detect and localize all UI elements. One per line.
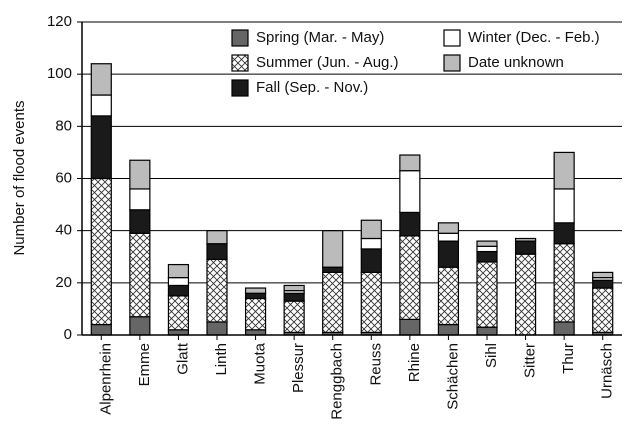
x-tick-label: Linth bbox=[213, 343, 230, 376]
bar-segment bbox=[244, 329, 267, 336]
bar-segment bbox=[244, 287, 267, 294]
legend-label: Winter (Dec. - Feb.) bbox=[468, 29, 600, 46]
x-tick-label: Alpenrhein bbox=[97, 343, 114, 415]
bar-segment bbox=[437, 323, 460, 336]
x-tick-label: Plessur bbox=[290, 343, 307, 393]
bar-segment bbox=[322, 266, 344, 273]
bar-segment bbox=[283, 284, 305, 292]
bar-segment bbox=[90, 177, 112, 326]
bar-segment bbox=[206, 258, 228, 323]
bar-segment bbox=[553, 188, 575, 224]
bar-segment bbox=[476, 250, 498, 263]
bar-segment bbox=[167, 277, 190, 287]
bar-segment bbox=[90, 115, 112, 180]
bar-segment bbox=[90, 323, 112, 336]
bar-segment bbox=[360, 248, 382, 274]
legend-swatch bbox=[231, 79, 249, 97]
x-tick-label: Glatt bbox=[174, 342, 191, 375]
y-tick-label: 0 bbox=[64, 326, 72, 343]
bar-segment bbox=[553, 243, 575, 323]
bar-segment bbox=[553, 151, 575, 190]
bar-segment bbox=[283, 292, 305, 302]
y-tick-label: 40 bbox=[55, 222, 72, 239]
bar-segment bbox=[129, 188, 151, 211]
legend-swatch bbox=[231, 54, 249, 72]
x-tick-label: Schächen bbox=[444, 343, 461, 410]
x-tick-label: Reuss bbox=[367, 343, 384, 386]
bar-segment bbox=[399, 170, 421, 214]
x-tick-label: Muota bbox=[252, 342, 269, 384]
bar-segment bbox=[167, 284, 190, 297]
legend-label: Spring (Mar. - May) bbox=[256, 29, 384, 46]
bar-segment bbox=[322, 230, 344, 268]
bar-segment bbox=[592, 279, 614, 289]
bar-segment bbox=[129, 316, 151, 336]
x-tick-label: Sitter bbox=[522, 343, 539, 378]
bar-segment bbox=[129, 209, 151, 234]
bar-segment bbox=[476, 261, 498, 328]
legend-label: Summer (Jun. - Aug.) bbox=[256, 54, 399, 71]
bar-segment bbox=[553, 222, 575, 245]
y-tick-label: 20 bbox=[55, 274, 72, 291]
bar-segment bbox=[399, 154, 421, 172]
legend-swatch bbox=[231, 29, 249, 47]
bar-segment bbox=[244, 297, 267, 331]
y-tick-label: 60 bbox=[55, 169, 72, 186]
bar-segment bbox=[129, 159, 151, 190]
bar-segment bbox=[360, 237, 382, 250]
bar-segment bbox=[514, 240, 537, 255]
x-tick-label: Renggbach bbox=[329, 343, 346, 420]
bar-segment bbox=[360, 219, 382, 240]
y-tick-label: 80 bbox=[55, 117, 72, 134]
bar-segment bbox=[592, 287, 614, 333]
bar-segment bbox=[129, 232, 151, 318]
bar-segment bbox=[167, 263, 190, 279]
y-tick-label: 100 bbox=[47, 65, 72, 82]
bar-segment bbox=[514, 237, 537, 242]
bar-segment bbox=[437, 266, 460, 326]
bar-segment bbox=[167, 329, 190, 336]
y-tick-label: 120 bbox=[47, 13, 72, 30]
bar-segment bbox=[514, 253, 537, 336]
x-tick-label: Urnäsch bbox=[599, 343, 616, 399]
bar-segment bbox=[206, 321, 228, 336]
legend-label: Date unknown bbox=[468, 54, 564, 71]
bar-segment bbox=[322, 271, 344, 333]
bar-segment bbox=[437, 222, 460, 234]
x-tick-label: Sihl bbox=[483, 343, 500, 368]
bar-segment bbox=[476, 240, 498, 247]
bar-segment bbox=[592, 271, 614, 279]
legend-swatch bbox=[443, 54, 461, 72]
x-tick-label: Rhine bbox=[406, 343, 423, 382]
bar-segment bbox=[399, 235, 421, 320]
bar-segment bbox=[437, 232, 460, 242]
bar-segment bbox=[206, 243, 228, 260]
bar-segment bbox=[399, 318, 421, 336]
bar-segment bbox=[206, 230, 228, 245]
bar-segment bbox=[167, 295, 190, 331]
y-axis-label: Number of flood events bbox=[11, 100, 28, 255]
bar-segment bbox=[399, 211, 421, 237]
x-tick-label: Thur bbox=[560, 343, 577, 374]
bar-segment bbox=[476, 326, 498, 336]
legend-label: Fall (Sep. - Nov.) bbox=[256, 79, 368, 96]
bar-segment bbox=[437, 240, 460, 268]
bar-segment bbox=[244, 292, 267, 300]
bar-segment bbox=[476, 245, 498, 253]
bar-segment bbox=[553, 321, 575, 336]
bar-segment bbox=[360, 271, 382, 333]
bar-segment bbox=[90, 94, 112, 117]
bar-segment bbox=[283, 300, 305, 333]
legend-swatch bbox=[443, 29, 461, 47]
x-tick-label: Emme bbox=[136, 343, 153, 386]
bar-segment bbox=[90, 63, 112, 96]
